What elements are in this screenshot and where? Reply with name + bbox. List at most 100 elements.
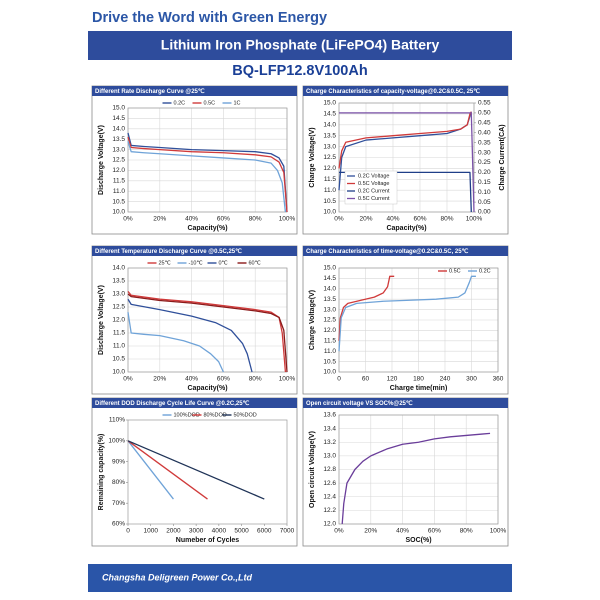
y-tick-label: 14.0	[323, 286, 336, 293]
y2-axis-label: Charge Current(CA)	[499, 124, 506, 190]
x-tick-label: 360	[493, 376, 504, 383]
x-tick-label: 0%	[123, 216, 133, 223]
plot-frame	[338, 414, 499, 525]
legend-label: 50%DOD	[234, 412, 257, 418]
legend-label: 0.5C Current	[358, 196, 390, 202]
y-tick-label: 14.5	[323, 111, 336, 118]
y-tick-label: 14.5	[112, 115, 125, 122]
footer-band	[88, 564, 512, 592]
y-tick-label: 10.5	[323, 358, 336, 365]
panel-title: Charge Characteristics of time-voltage@0…	[306, 248, 469, 255]
x-tick-label: 100%	[279, 376, 296, 383]
x-tick-label: 40%	[396, 528, 409, 535]
series-line	[127, 440, 265, 500]
x-tick-label: 80%	[249, 216, 262, 223]
panel-title: Different DOD Discharge Cycle Life Curve…	[95, 400, 250, 407]
panel-title-bar	[92, 246, 297, 256]
page-title: Lithium Iron Phosphate (LiFePO4) Battery	[161, 37, 440, 53]
x-tick-label: 3000	[189, 528, 204, 535]
series-line	[338, 275, 395, 341]
legend-label: 0.2C Voltage	[358, 173, 390, 179]
y-tick-label: 10.0	[323, 209, 336, 216]
y-tick-label: 12.5	[323, 317, 336, 324]
series-line	[127, 440, 208, 500]
x-tick-label: 60	[362, 376, 370, 383]
x-tick-label: 1000	[143, 528, 158, 535]
series-line	[338, 275, 476, 352]
x-tick-label: 5000	[234, 528, 249, 535]
panel-title: Different Temperature Discharge Curve @0…	[95, 248, 242, 255]
company: Changsha Deligreen Power Co.,Ltd	[102, 572, 253, 582]
y2-tick-label: 0.00	[478, 209, 491, 216]
x-axis-label: Capacity(%)	[187, 385, 227, 392]
y2-tick-label: 0.35	[478, 139, 491, 146]
y2-tick-label: 0.05	[478, 199, 491, 206]
x-tick-label: 0	[126, 528, 130, 535]
series-line	[127, 141, 287, 213]
legend-label: 60℃	[249, 260, 262, 266]
x-tick-label: 60%	[217, 216, 230, 223]
x-tick-label: 300	[466, 376, 477, 383]
legend-label: 0.5C Voltage	[358, 181, 390, 187]
x-axis-label: Charge time(min)	[390, 385, 448, 392]
panel-title: Open circuit voltage VS SOC%@25℃	[306, 400, 413, 407]
legend-label: 80%DOD	[204, 412, 227, 418]
x-tick-label: 100%	[466, 216, 483, 223]
legend-label: 0.5C	[204, 100, 216, 106]
y2-tick-label: 0.30	[478, 149, 491, 156]
y-tick-label: 10.5	[112, 198, 125, 205]
y2-tick-label: 0.25	[478, 159, 491, 166]
x-tick-label: 60%	[217, 376, 230, 383]
x-tick-label: 2000	[166, 528, 181, 535]
y-tick-label: 12.5	[112, 157, 125, 164]
legend-label: -10℃	[189, 260, 204, 266]
x-axis-label: Numeber of Cycles	[176, 537, 240, 544]
x-tick-label: 180	[413, 376, 424, 383]
y-tick-label: 13.0	[112, 291, 125, 298]
y-tick-label: 10.0	[323, 369, 336, 376]
plot-frame	[127, 419, 288, 525]
series-line	[127, 298, 253, 373]
x-tick-label: 0%	[123, 376, 133, 383]
y-tick-label: 11.0	[324, 187, 337, 194]
series-line	[127, 290, 287, 373]
y-tick-label: 12.5	[112, 304, 125, 311]
plot-frame	[338, 267, 499, 373]
y-tick-label: 14.5	[323, 275, 336, 282]
series-line	[339, 112, 475, 213]
y-tick-label: 12.2	[323, 507, 336, 514]
y-tick-label: 13.0	[323, 306, 336, 313]
y-tick-label: 100%	[108, 438, 125, 445]
y-tick-label: 15.0	[323, 265, 336, 272]
panel-title: Different Rate Discharge Curve @25℃	[95, 88, 205, 95]
y-tick-label: 110%	[109, 417, 125, 424]
legend-label: 100%DOD	[174, 412, 200, 418]
y-tick-label: 10.0	[112, 369, 125, 376]
panel-title-bar	[92, 398, 297, 408]
y-tick-label: 90%	[112, 458, 125, 465]
y-tick-label: 12.8	[323, 466, 336, 473]
y-axis-label: Discharge Voltage(V)	[98, 125, 105, 195]
y2-tick-label: 0.55	[478, 100, 491, 107]
y2-tick-label: 0.45	[478, 120, 491, 127]
panel-title-bar	[303, 246, 508, 256]
x-tick-label: 4000	[212, 528, 227, 535]
y2-tick-label: 0.50	[478, 110, 491, 117]
y-tick-label: 12.0	[112, 317, 125, 324]
y-axis-label: Charge Voltage(V)	[309, 290, 316, 350]
model: BQ-LFP12.8V100Ah	[232, 63, 367, 79]
y-tick-label: 15.0	[112, 105, 125, 112]
y2-tick-label: 0.40	[478, 129, 491, 136]
series-line	[127, 132, 288, 213]
x-tick-label: 240	[440, 376, 451, 383]
y-axis-label: Open circuit Voltage(V)	[309, 431, 316, 508]
y-tick-label: 13.5	[323, 296, 336, 303]
x-tick-label: 20%	[364, 528, 377, 535]
y-tick-label: 12.6	[323, 480, 336, 487]
x-axis-label: Capacity(%)	[386, 225, 426, 232]
tagline: Drive the Word with Green Energy	[92, 10, 327, 26]
x-tick-label: 20%	[153, 216, 166, 223]
y-tick-label: 12.5	[323, 154, 336, 161]
legend-label: 0℃	[219, 260, 229, 266]
